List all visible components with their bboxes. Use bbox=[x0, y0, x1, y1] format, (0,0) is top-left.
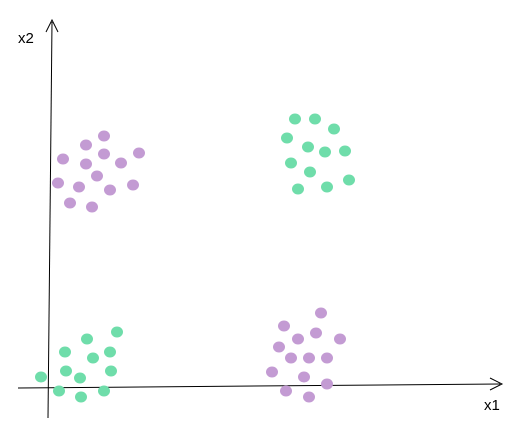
cluster-top-right bbox=[281, 113, 355, 195]
data-point bbox=[273, 341, 285, 353]
data-point bbox=[285, 157, 297, 169]
data-point bbox=[81, 333, 93, 345]
data-point bbox=[309, 113, 321, 125]
data-point bbox=[53, 385, 65, 397]
data-point bbox=[319, 146, 331, 158]
data-point bbox=[104, 346, 116, 358]
data-point bbox=[334, 333, 346, 345]
data-point bbox=[91, 170, 103, 182]
cluster-bottom-right bbox=[266, 307, 346, 403]
data-points bbox=[35, 113, 355, 403]
data-point bbox=[321, 378, 333, 390]
data-point bbox=[87, 352, 99, 364]
data-point bbox=[315, 307, 327, 319]
data-point bbox=[303, 352, 315, 364]
y-axis-label: x2 bbox=[18, 30, 34, 47]
data-point bbox=[57, 153, 69, 165]
data-point bbox=[304, 166, 316, 178]
data-point bbox=[86, 201, 98, 213]
data-point bbox=[285, 352, 297, 364]
data-point bbox=[321, 181, 333, 193]
x-axis-label: x1 bbox=[484, 397, 500, 414]
data-point bbox=[74, 372, 86, 384]
data-point bbox=[133, 147, 145, 159]
data-point bbox=[59, 346, 71, 358]
data-point bbox=[298, 371, 310, 383]
data-point bbox=[289, 113, 301, 125]
y-axis-line bbox=[47, 21, 53, 419]
data-point bbox=[80, 158, 92, 170]
data-point bbox=[80, 139, 92, 151]
data-point bbox=[111, 326, 123, 338]
data-point bbox=[105, 365, 117, 377]
data-point bbox=[73, 181, 85, 193]
data-point bbox=[104, 184, 116, 196]
data-point bbox=[310, 327, 322, 339]
data-point bbox=[60, 365, 72, 377]
cluster-bottom-left bbox=[35, 326, 123, 403]
data-point bbox=[303, 391, 315, 403]
data-point bbox=[98, 148, 110, 160]
data-point bbox=[292, 333, 304, 345]
data-point bbox=[35, 371, 47, 383]
x-axis-arrowhead bbox=[489, 377, 504, 391]
data-point bbox=[64, 197, 76, 209]
cluster-top-left bbox=[52, 130, 145, 213]
y-axis-arrowhead bbox=[45, 18, 59, 33]
data-point bbox=[266, 366, 278, 378]
data-point bbox=[280, 385, 292, 397]
data-point bbox=[52, 177, 64, 189]
data-point bbox=[75, 391, 87, 403]
data-point bbox=[98, 130, 110, 142]
data-point bbox=[328, 123, 340, 135]
data-point bbox=[292, 183, 304, 195]
x-axis-line bbox=[17, 383, 501, 389]
data-point bbox=[98, 385, 110, 397]
data-point bbox=[278, 320, 290, 332]
data-point bbox=[127, 179, 139, 191]
data-point bbox=[302, 141, 314, 153]
data-point bbox=[321, 352, 333, 364]
data-point bbox=[115, 157, 127, 169]
data-point bbox=[281, 132, 293, 144]
data-point bbox=[339, 145, 351, 157]
data-point bbox=[343, 174, 355, 186]
